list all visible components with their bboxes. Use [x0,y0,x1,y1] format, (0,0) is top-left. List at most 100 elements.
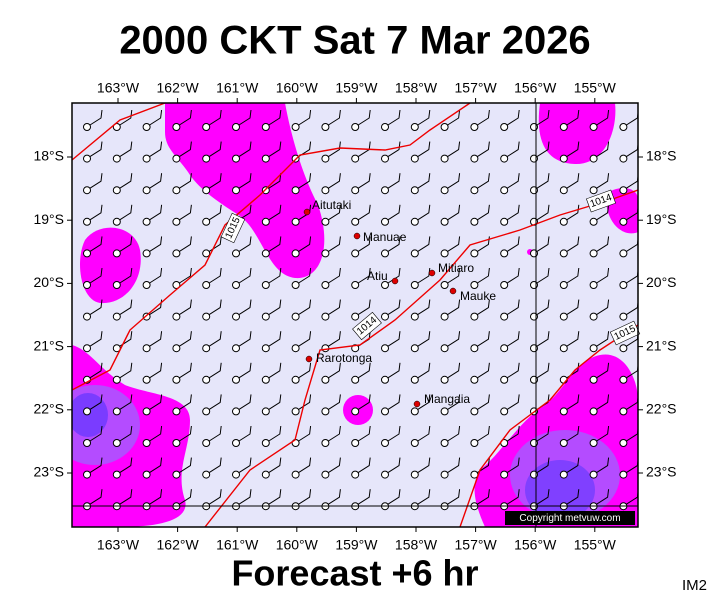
wind-barb [89,299,103,316]
longitude-label: 162°W [157,537,200,553]
wind-barb [238,489,252,505]
longitude-label: 157°W [455,80,498,96]
wind-barb [387,267,401,284]
wind-barb [268,236,282,252]
wind-barb [417,425,431,442]
station [559,123,568,131]
wind-barb [298,489,312,505]
wind-barb [566,267,580,284]
station [500,123,509,131]
station [351,407,360,416]
station [351,154,360,163]
wind-barb [149,457,163,474]
wind-barb [238,267,252,284]
wind-barb [447,109,461,126]
wind-barb [268,267,282,284]
wind-barb [328,331,341,347]
wind-barb [179,173,192,189]
longitude-label: 158°W [395,80,438,96]
station [202,344,211,353]
place-label: Mauke [460,289,496,303]
station [470,186,479,195]
wind-barb [477,425,490,442]
station [83,123,91,131]
wind-barb [298,425,312,442]
wind-barb [566,236,580,252]
wind-barb [238,425,252,442]
station [291,344,300,353]
longitude-label: 157°W [455,537,498,553]
wind-barb [119,362,133,379]
station [381,154,389,163]
station [202,407,211,416]
wind-barb [89,267,103,284]
wind-barb [536,173,550,189]
latitude-label: 19°S [33,211,64,227]
wind-barb [268,331,282,347]
wind-barb [119,425,133,442]
wind-barb [328,489,341,505]
wind-barb [596,141,610,158]
station [440,281,449,289]
station [142,439,151,447]
wind-barb [447,141,461,158]
wind-barb [89,236,103,252]
wind-barb [238,141,252,158]
station [440,439,449,447]
wind-barb [596,394,610,410]
station [291,375,300,384]
latitude-label: 23°S [33,464,64,480]
wind-barb [596,299,610,316]
wind-barb [417,204,431,221]
wind-barb [447,394,461,410]
place-marker [413,400,421,408]
wind-barb [328,236,341,252]
station [232,123,240,131]
wind-barb [506,204,520,221]
wind-barb [387,236,401,252]
station [321,217,330,226]
wind-barb [298,236,312,252]
station [440,470,449,479]
wind-barb [89,457,103,474]
station [589,217,598,226]
wind-barb [208,109,222,126]
station [202,312,211,321]
station [589,344,598,353]
wind-barb [149,362,163,379]
longitude-label: 155°W [574,80,617,96]
station [559,470,568,479]
wind-barb [596,331,610,347]
wind-barb [447,299,461,316]
station [440,154,449,163]
wind-barb [238,331,252,347]
wind-barb [566,457,580,474]
station [500,375,509,384]
station [261,249,270,258]
wind-barb [357,109,371,126]
station [500,154,509,163]
wind-barb [298,394,312,410]
places: Aitutaki Manuae Atiu Mitiaro Mauke Rarotonga M… [303,198,496,408]
latitude-label: 23°S [646,464,677,480]
place-label: Manuae [363,230,407,244]
station [291,281,300,289]
station [470,123,479,131]
wind-barb [179,267,192,284]
station [351,281,360,289]
station [619,375,628,384]
latitude-label: 21°S [646,337,677,353]
wind-barb [149,489,163,505]
station [381,439,389,447]
station [619,186,628,195]
wind-barb [596,236,610,252]
station [500,407,509,416]
station [589,154,598,163]
wind-barb [208,457,222,474]
wind-barb [536,141,550,158]
wind-barb [447,173,461,189]
station [559,154,568,163]
station [410,439,419,447]
wind-barb [149,331,163,347]
